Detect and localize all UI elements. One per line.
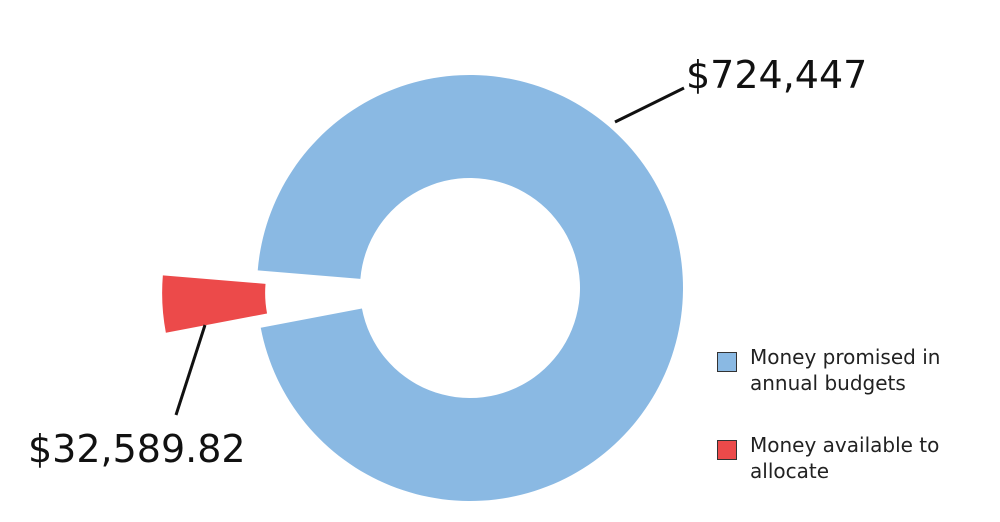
legend-label: Money available to allocate (750, 433, 940, 483)
legend-swatch (717, 352, 737, 372)
slice (162, 275, 268, 333)
slices (162, 74, 684, 501)
slice (257, 74, 684, 501)
value-label: $724,447 (686, 53, 867, 97)
legend-label: Money promised in annual budgets (750, 345, 941, 395)
leader-line (614, 86, 685, 124)
leader-line (174, 324, 207, 416)
value-label: $32,589.82 (28, 427, 246, 471)
legend-swatch (717, 440, 737, 460)
